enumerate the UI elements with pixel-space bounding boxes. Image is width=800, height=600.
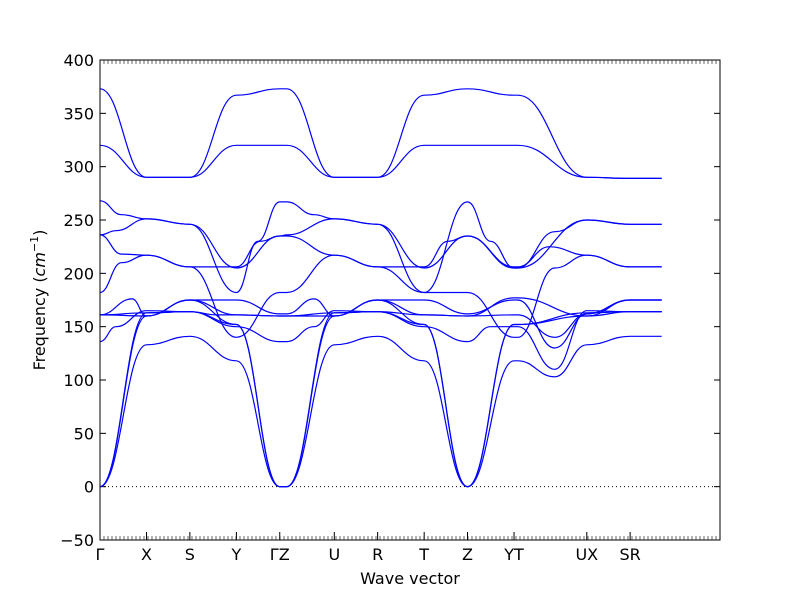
x-tick-label: SR (619, 545, 640, 564)
y-tick-label: 250 (63, 211, 94, 230)
x-tick-label: X (141, 545, 152, 564)
y-tick-label: −50 (60, 531, 94, 550)
y-tick-label: 100 (63, 371, 94, 390)
y-tick-labels: −50 0 50 100 150 200 250 300 350 400 (60, 51, 94, 550)
band-line-2 (100, 144, 662, 180)
plot-frame (99, 59, 721, 541)
x-tick-label: ΓZ (270, 545, 290, 564)
x-tick-label: S (185, 545, 195, 564)
x-axis-title: Wave vector (360, 569, 460, 588)
y-tick-label: 150 (63, 318, 94, 337)
x-tick-label: T (418, 545, 429, 564)
band-line-9 (100, 299, 662, 338)
y-tick-label: 0 (84, 478, 94, 497)
x-tick-labels: Γ X S Y ΓZ U R T Z YT UX SR (96, 545, 641, 564)
band-line-6 (100, 254, 662, 338)
x-tick-label: UX (575, 545, 598, 564)
x-tick-label: Y (231, 545, 242, 564)
x-tick-label: Γ (96, 545, 105, 564)
phonon-bands (100, 88, 662, 488)
band-line-4 (100, 218, 662, 269)
y-tick-label: 400 (63, 51, 94, 70)
x-tick-label: YT (503, 545, 524, 564)
y-tick-label: 350 (63, 104, 94, 123)
y-axis-title-exponent: −1 (28, 236, 41, 252)
x-tick-label: R (372, 545, 383, 564)
y-axis-title-unit: cm (30, 252, 49, 276)
y-axis-title: Frequency (cm−1) (28, 230, 49, 371)
band-line-13 (100, 311, 662, 488)
y-tick-label: 200 (63, 264, 94, 283)
x-tick-label: U (328, 545, 340, 564)
y-tick-label: 50 (74, 424, 94, 443)
y-tick-label: 300 (63, 158, 94, 177)
band-line-11 (100, 335, 662, 488)
y-axis-title-suffix: ) (30, 230, 49, 236)
x-tick-label: Z (462, 545, 473, 564)
y-axis-title-prefix: Frequency ( (30, 276, 49, 370)
